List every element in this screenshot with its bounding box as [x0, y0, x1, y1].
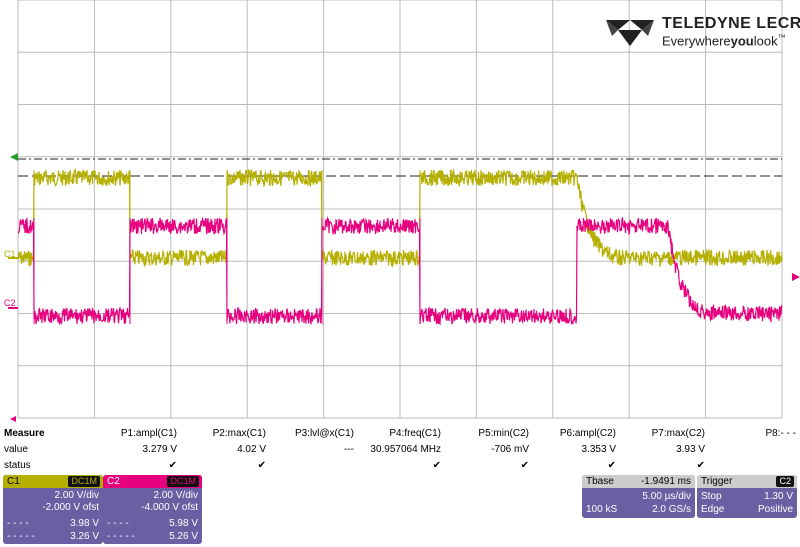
measure-name-p6[interactable]: P6:ampl(C2) [559, 428, 616, 439]
measure-value-p5: -706 mV [491, 444, 529, 455]
c2-trace-label[interactable]: C2 [4, 298, 16, 308]
measure-name-p8[interactable]: P8:- - - [765, 428, 796, 439]
measure-status-p7: ✔ [696, 460, 705, 471]
logo-tagline: Everywhereyoulook™ [662, 33, 786, 49]
graticule [8, 0, 800, 422]
measure-name-p1[interactable]: P1:ampl(C1) [120, 428, 177, 439]
measure-value-p2: 4.02 V [237, 444, 266, 455]
c1-trace-label[interactable]: C1 [4, 249, 16, 259]
measurement-table: Measure value status P1:ampl(C1) 3.279 V ✔ P2:… [0, 428, 800, 476]
logo-mark-icon [606, 20, 654, 46]
c1-box-title: C1 [7, 476, 20, 487]
c2-box-title: C2 [107, 476, 120, 487]
c1-cursor2-symbol: - - - - - [7, 531, 35, 542]
measure-status-p5: ✔ [520, 460, 529, 471]
offset-marker-icon [792, 273, 800, 281]
trigger-type: Edge [701, 504, 725, 515]
timebase-rate: 2.0 GS/s [652, 504, 691, 515]
trigger-title: Trigger [701, 476, 733, 487]
teledyne-lecroy-logo: TELEDYNE LECROY Everywhereyoulook™ [604, 14, 800, 49]
c2-waveform [17, 216, 783, 326]
c2-vdiv: 2.00 V/div [153, 490, 198, 501]
measure-status-p4: ✔ [432, 460, 441, 471]
measure-name-p3[interactable]: P3:lvl@x(C1) [294, 428, 354, 439]
trigger-level: 1.30 V [764, 491, 793, 502]
measure-name-p5[interactable]: P5:min(C2) [478, 428, 529, 439]
timebase-title: Tbase [586, 476, 614, 487]
c2-descriptor-box[interactable]: C2 DC1M 2.00 V/div -4.000 V ofst - - - -… [103, 475, 202, 544]
c2-cursor1-symbol: - - - - [107, 518, 129, 529]
trigger-header [697, 475, 797, 488]
measure-value-p4: 30.957064 MHz [370, 444, 441, 455]
measure-status-p2: ✔ [257, 460, 266, 471]
measure-name-p4[interactable]: P4:freq(C1) [389, 428, 441, 439]
waveform-display[interactable]: TELEDYNE LECROY Everywhereyoulook™ C1 C2 [0, 0, 800, 427]
timebase-header [582, 475, 695, 488]
measure-value-p6: 3.353 V [581, 444, 616, 455]
measure-status-p1: ✔ [168, 460, 177, 471]
c1-cursor1-value: 3.98 V [70, 518, 99, 529]
measure-value-p1: 3.279 V [142, 444, 177, 455]
measure-value-p7: 3.93 V [676, 444, 705, 455]
c1-cursor2-value: 3.26 V [70, 531, 99, 542]
measure-name-p2[interactable]: P2:max(C1) [212, 428, 266, 439]
logo-brand-text: TELEDYNE LECROY [662, 15, 800, 32]
c1-offset: -2.000 V ofst [42, 502, 99, 513]
measure-row-label: Measure [4, 428, 45, 439]
measure-status-p6: ✔ [607, 460, 616, 471]
c2-offset: -4.000 V ofst [141, 502, 198, 513]
c1-coupling-badge: DC1M [68, 476, 100, 487]
c2-cursor1-value: 5.98 V [169, 518, 198, 529]
trigger-source-badge: C2 [776, 476, 794, 487]
time-origin-marker-icon [10, 416, 16, 422]
timebase-samples: 100 kS [586, 504, 618, 515]
c1-descriptor-box[interactable]: C1 DC1M 2.00 V/div -2.000 V ofst - - - -… [3, 475, 103, 544]
c2-coupling-badge: DC1M [167, 476, 199, 487]
c2-cursor2-symbol: - - - - - [107, 531, 135, 542]
c1-cursor1-symbol: - - - - [7, 518, 29, 529]
measure-value-p3: --- [344, 444, 354, 455]
measure-row-label: value [4, 444, 28, 455]
c2-cursor2-value: 5.26 V [169, 531, 198, 542]
measure-name-p7[interactable]: P7:max(C2) [651, 428, 705, 439]
timebase-tdiv: 5.00 µs/div [642, 491, 691, 502]
trigger-slope: Positive [757, 504, 793, 515]
c1-vdiv: 2.00 V/div [54, 490, 99, 501]
c1-waveform [17, 168, 783, 268]
timebase-box[interactable]: Tbase -1.9491 ms 5.00 µs/div 100 kS 2.0 … [582, 475, 695, 518]
trigger-level-marker-icon [10, 153, 18, 161]
timebase-delay: -1.9491 ms [640, 476, 691, 487]
trigger-box[interactable]: Trigger C2 Stop 1.30 V Edge Positive [697, 475, 797, 518]
measure-row-label: status [4, 460, 31, 471]
trigger-mode: Stop [701, 491, 722, 502]
